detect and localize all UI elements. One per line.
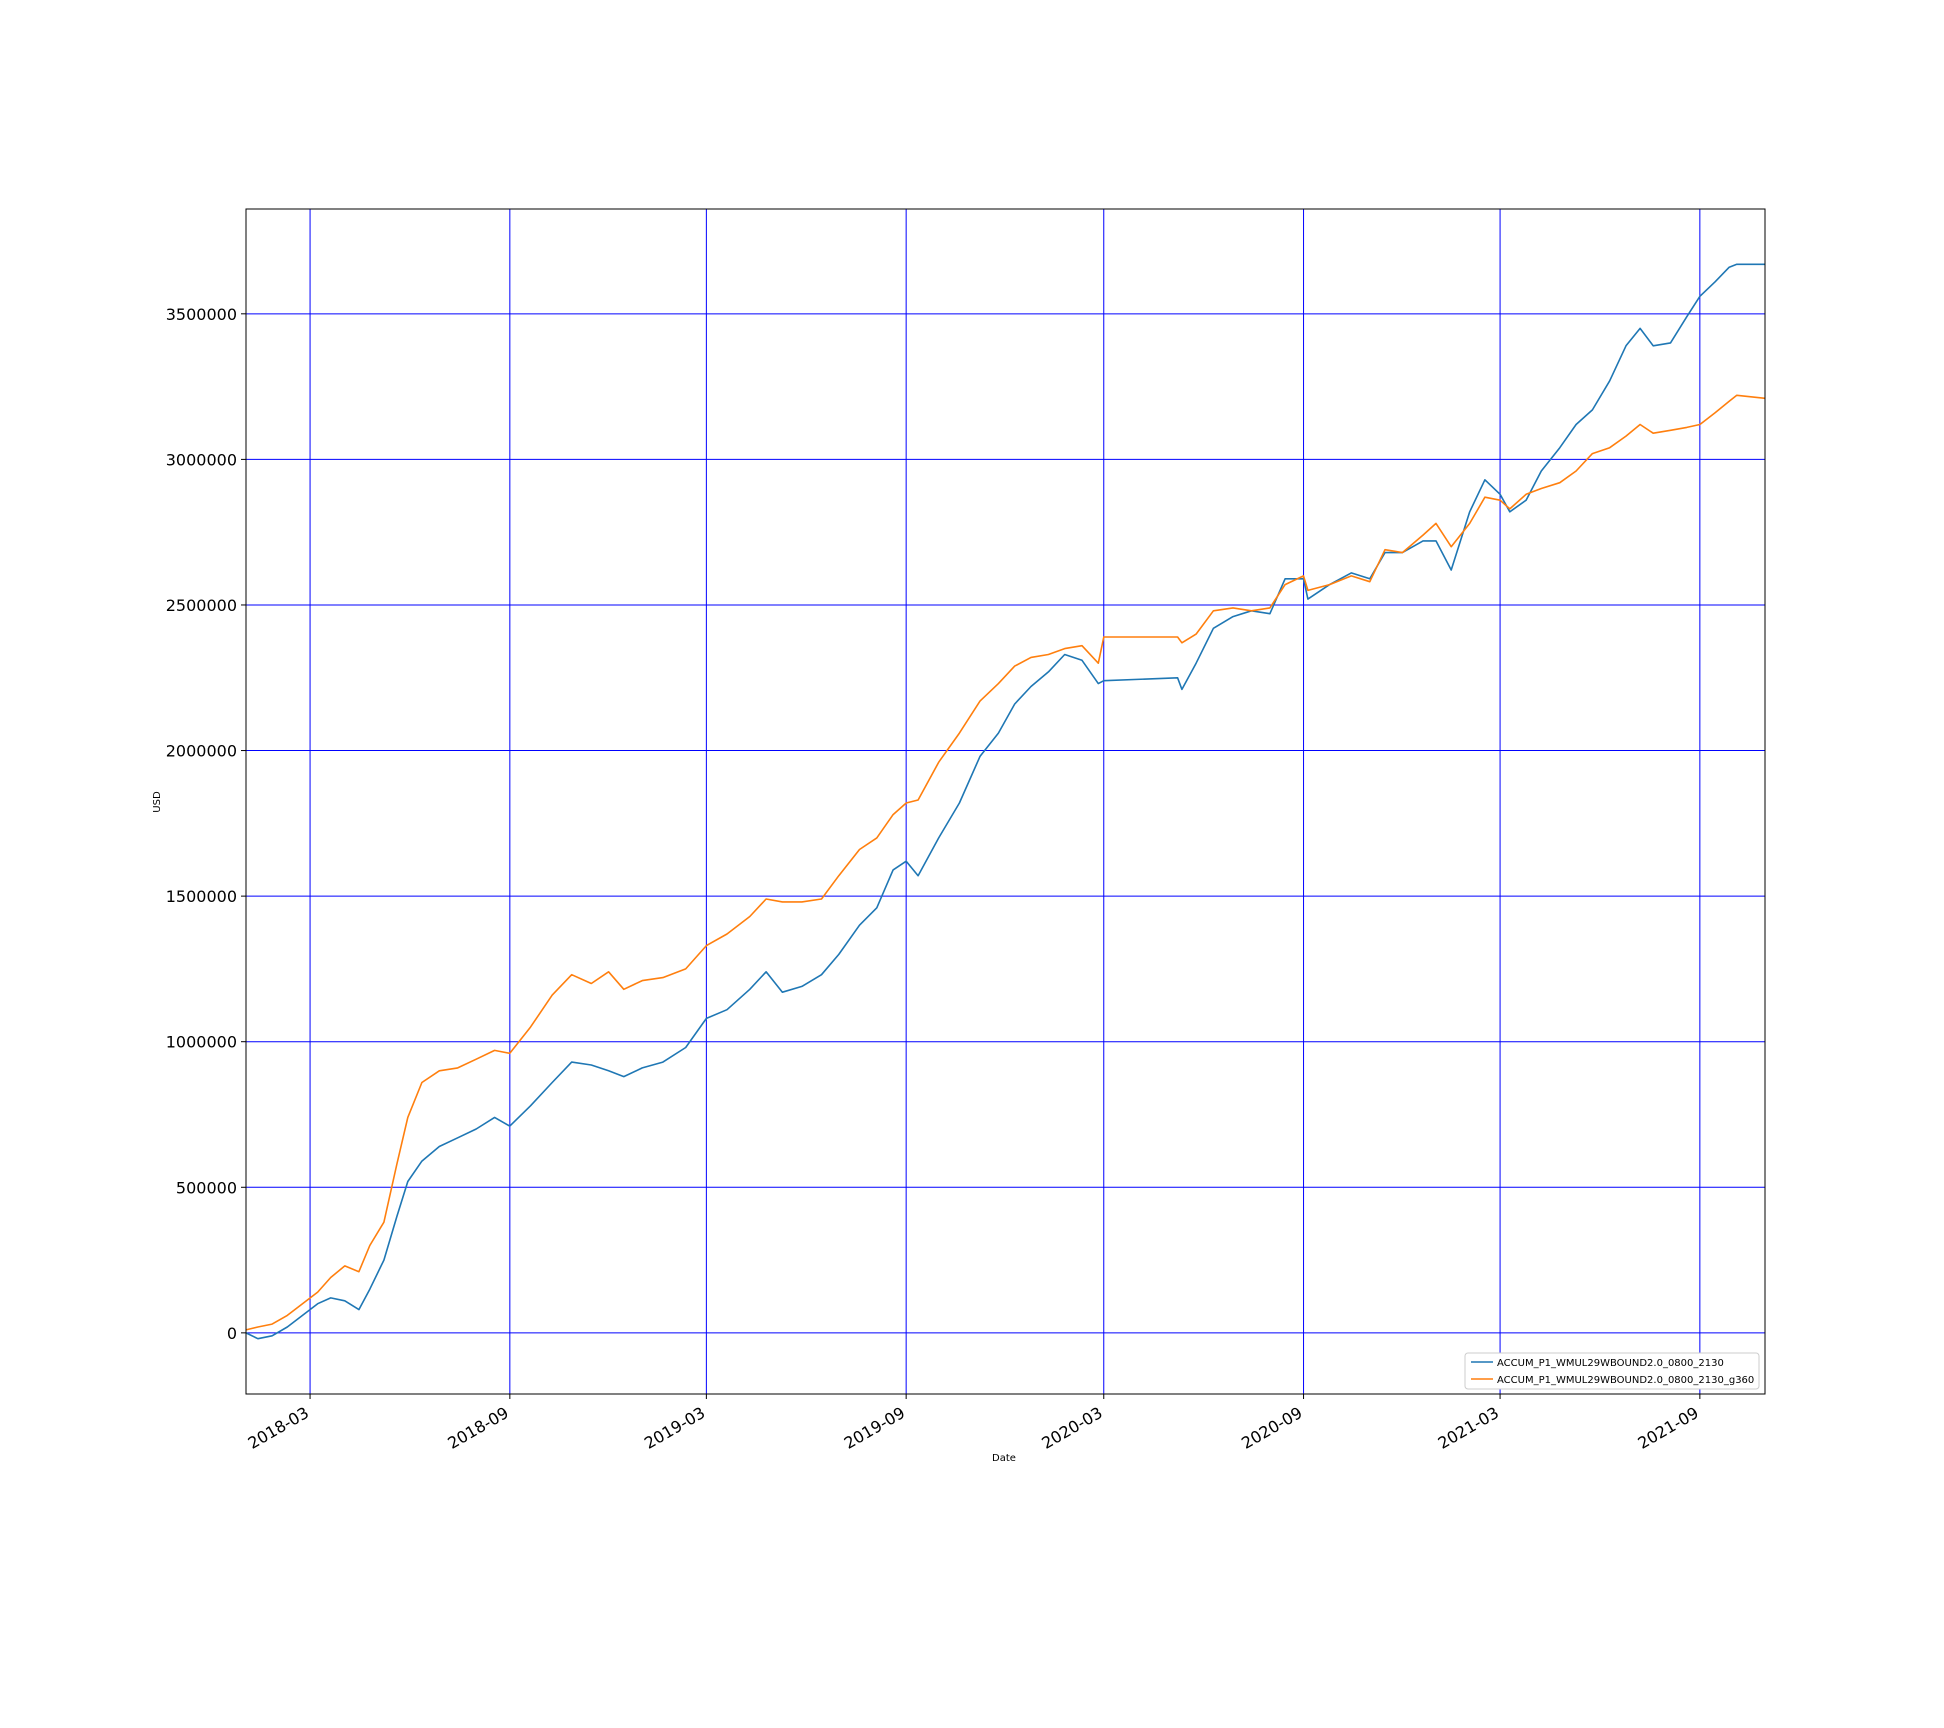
y-tick-label: 0 [227, 1324, 237, 1343]
plot-area [246, 209, 1765, 1394]
legend-box [1464, 1352, 1760, 1390]
y-axis-label: USD [152, 791, 163, 813]
legend-label-series-2: ACCUM_P1_WMUL29WBOUND2.0_0800_2130_g360 [1497, 1375, 1754, 1386]
grid-lines [246, 209, 1765, 1394]
legend: ACCUM_P1_WMUL29WBOUND2.0_0800_2130 ACCUM… [1464, 1352, 1760, 1390]
legend-label-series-1: ACCUM_P1_WMUL29WBOUND2.0_0800_2130 [1497, 1358, 1724, 1369]
y-tick-label: 2500000 [166, 596, 237, 615]
y-axis: 0 500000 1000000 1500000 2000000 2500000 30000… [166, 305, 246, 1343]
x-axis-label: Date [992, 1453, 1016, 1464]
y-tick-label: 3500000 [166, 305, 237, 324]
y-tick-label: 1500000 [166, 887, 237, 906]
series-line-2 [245, 394, 1766, 1331]
y-tick-label: 2000000 [166, 742, 237, 761]
y-tick-label: 3000000 [166, 450, 237, 469]
y-tick-label: 500000 [176, 1178, 237, 1197]
plot-frame [245, 208, 1766, 1395]
series-line-1 [245, 263, 1765, 1340]
series-lines [245, 263, 1766, 1340]
y-tick-label: 1000000 [166, 1033, 237, 1052]
